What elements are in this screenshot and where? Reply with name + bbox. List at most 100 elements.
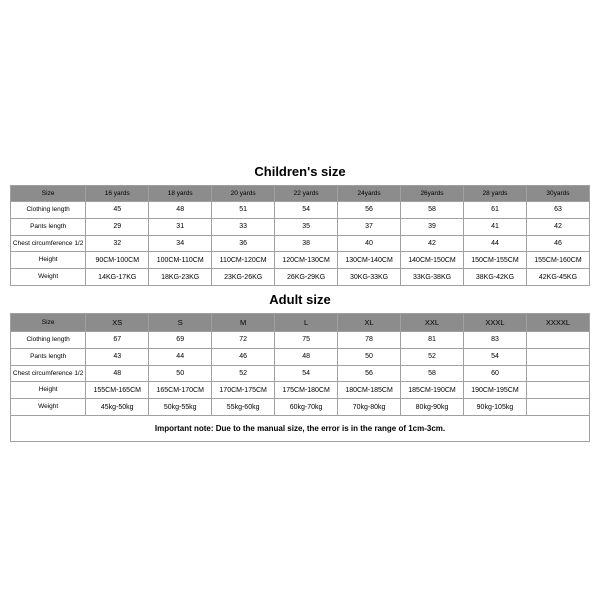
cell: 48 bbox=[275, 348, 338, 365]
cell: 48 bbox=[149, 202, 212, 219]
cell: 60 bbox=[463, 365, 526, 382]
important-note: Important note: Due to the manual size, … bbox=[10, 416, 590, 442]
cell: 90kg-105kg bbox=[463, 399, 526, 416]
children-title: Children's size bbox=[10, 158, 590, 185]
cell: 140CM-150CM bbox=[401, 252, 464, 269]
col-header: 16 yards bbox=[86, 186, 149, 202]
children-table: Size 16 yards 18 yards 20 yards 22 yards… bbox=[10, 185, 590, 286]
cell bbox=[526, 382, 589, 399]
col-header: 24yards bbox=[338, 186, 401, 202]
cell: 29 bbox=[86, 218, 149, 235]
col-header: 28 yards bbox=[463, 186, 526, 202]
table-row: Chest circumference 1/2 32 34 36 38 40 4… bbox=[11, 235, 590, 252]
col-header: Size bbox=[11, 186, 86, 202]
cell: 43 bbox=[86, 348, 149, 365]
col-header: M bbox=[212, 314, 275, 332]
row-label: Pants length bbox=[11, 218, 86, 235]
col-header: XS bbox=[86, 314, 149, 332]
cell: 56 bbox=[338, 202, 401, 219]
cell: 165CM-170CM bbox=[149, 382, 212, 399]
cell: 90CM-100CM bbox=[86, 252, 149, 269]
cell: 40 bbox=[338, 235, 401, 252]
cell: 31 bbox=[149, 218, 212, 235]
cell bbox=[526, 399, 589, 416]
col-header: S bbox=[149, 314, 212, 332]
cell: 69 bbox=[149, 332, 212, 349]
cell: 54 bbox=[463, 348, 526, 365]
cell: 54 bbox=[275, 365, 338, 382]
col-header: L bbox=[275, 314, 338, 332]
cell: 42KG-45KG bbox=[526, 269, 589, 286]
cell: 54 bbox=[275, 202, 338, 219]
table-row: Weight 14KG-17KG 18KG-23KG 23KG-26KG 26K… bbox=[11, 269, 590, 286]
col-header: 18 yards bbox=[149, 186, 212, 202]
cell: 18KG-23KG bbox=[149, 269, 212, 286]
cell: 67 bbox=[86, 332, 149, 349]
col-header: XL bbox=[338, 314, 401, 332]
cell: 46 bbox=[526, 235, 589, 252]
cell: 39 bbox=[401, 218, 464, 235]
table-row: Height 90CM-100CM 100CM-110CM 110CM-120C… bbox=[11, 252, 590, 269]
children-header-row: Size 16 yards 18 yards 20 yards 22 yards… bbox=[11, 186, 590, 202]
cell: 130CM-140CM bbox=[338, 252, 401, 269]
cell: 46 bbox=[212, 348, 275, 365]
table-row: Pants length 29 31 33 35 37 39 41 42 bbox=[11, 218, 590, 235]
cell: 44 bbox=[149, 348, 212, 365]
cell: 50 bbox=[338, 348, 401, 365]
cell: 33 bbox=[212, 218, 275, 235]
row-label: Clothing length bbox=[11, 332, 86, 349]
cell: 72 bbox=[212, 332, 275, 349]
col-header: 30yards bbox=[526, 186, 589, 202]
adult-title: Adult size bbox=[10, 286, 590, 313]
cell: 38KG-42KG bbox=[463, 269, 526, 286]
table-row: Height 155CM-165CM 165CM-170CM 170CM-175… bbox=[11, 382, 590, 399]
cell: 150CM-155CM bbox=[463, 252, 526, 269]
cell: 175CM-180CM bbox=[275, 382, 338, 399]
adult-table: Size XS S M L XL XXL XXXL XXXXL Clothing… bbox=[10, 313, 590, 416]
cell: 155CM-165CM bbox=[86, 382, 149, 399]
col-header: XXL bbox=[401, 314, 464, 332]
row-label: Clothing length bbox=[11, 202, 86, 219]
cell: 180CM-185CM bbox=[338, 382, 401, 399]
cell: 56 bbox=[338, 365, 401, 382]
cell: 83 bbox=[463, 332, 526, 349]
cell: 75 bbox=[275, 332, 338, 349]
table-row: Pants length 43 44 46 48 50 52 54 bbox=[11, 348, 590, 365]
cell: 80kg-90kg bbox=[401, 399, 464, 416]
row-label: Weight bbox=[11, 269, 86, 286]
cell: 155CM-160CM bbox=[526, 252, 589, 269]
cell: 45kg-50kg bbox=[86, 399, 149, 416]
cell: 52 bbox=[401, 348, 464, 365]
col-header: XXXXL bbox=[526, 314, 589, 332]
cell: 23KG-26KG bbox=[212, 269, 275, 286]
table-row: Weight 45kg-50kg 50kg-55kg 55kg-60kg 60k… bbox=[11, 399, 590, 416]
cell bbox=[526, 365, 589, 382]
cell: 110CM-120CM bbox=[212, 252, 275, 269]
table-row: Clothing length 67 69 72 75 78 81 83 bbox=[11, 332, 590, 349]
cell: 42 bbox=[526, 218, 589, 235]
cell: 32 bbox=[86, 235, 149, 252]
cell: 44 bbox=[463, 235, 526, 252]
col-header: 20 yards bbox=[212, 186, 275, 202]
col-header: 26yards bbox=[401, 186, 464, 202]
cell: 35 bbox=[275, 218, 338, 235]
cell: 60kg-70kg bbox=[275, 399, 338, 416]
col-header: XXXL bbox=[463, 314, 526, 332]
cell: 38 bbox=[275, 235, 338, 252]
row-label: Height bbox=[11, 252, 86, 269]
row-label: Chest circumference 1/2 bbox=[11, 365, 86, 382]
cell: 190CM-195CM bbox=[463, 382, 526, 399]
cell: 30KG-33KG bbox=[338, 269, 401, 286]
row-label: Height bbox=[11, 382, 86, 399]
table-row: Chest circumference 1/2 48 50 52 54 56 5… bbox=[11, 365, 590, 382]
cell: 42 bbox=[401, 235, 464, 252]
size-chart: Children's size Size 16 yards 18 yards 2… bbox=[10, 158, 590, 442]
cell: 61 bbox=[463, 202, 526, 219]
col-header: 22 yards bbox=[275, 186, 338, 202]
row-label: Pants length bbox=[11, 348, 86, 365]
cell: 50kg-55kg bbox=[149, 399, 212, 416]
cell: 63 bbox=[526, 202, 589, 219]
cell: 51 bbox=[212, 202, 275, 219]
row-label: Weight bbox=[11, 399, 86, 416]
cell: 70kg-80kg bbox=[338, 399, 401, 416]
